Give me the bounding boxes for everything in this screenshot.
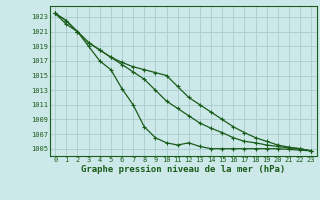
X-axis label: Graphe pression niveau de la mer (hPa): Graphe pression niveau de la mer (hPa): [81, 165, 285, 174]
